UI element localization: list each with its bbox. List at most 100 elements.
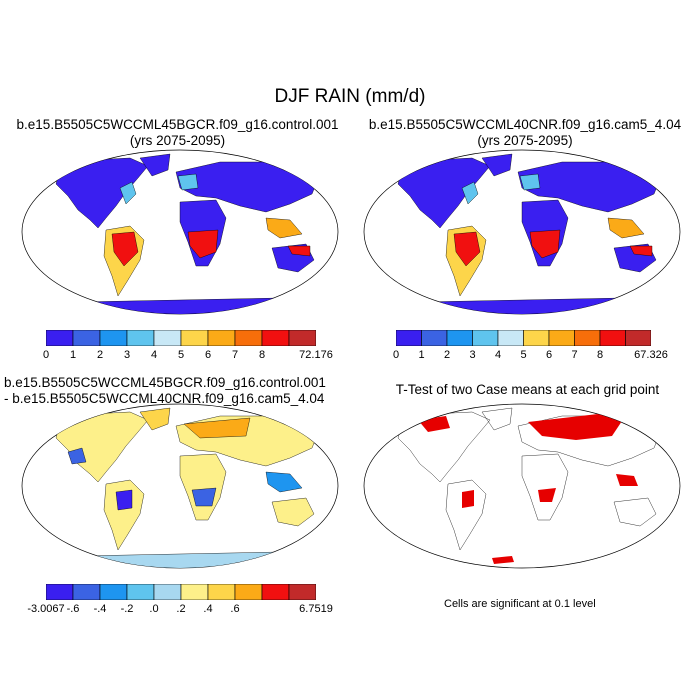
coastline-australia	[613, 497, 657, 527]
colorbar-swatch	[99, 329, 128, 347]
colorbar-difference	[45, 583, 317, 605]
colorbar-case2-swatches	[395, 329, 652, 347]
colorbar-swatch	[288, 583, 317, 601]
colorbar-swatch	[72, 329, 101, 347]
colorbar-swatch	[472, 329, 499, 347]
colorbar-tick-label: 0	[42, 349, 50, 361]
coastline-africa	[521, 453, 569, 521]
region-central-africa	[187, 229, 219, 259]
panel-4-title: T-Test of two Case means at each grid po…	[355, 382, 700, 398]
colorbar-swatch	[180, 329, 209, 347]
colorbar-swatch	[421, 329, 448, 347]
colorbar-swatch	[153, 583, 182, 601]
region-east-us	[119, 181, 137, 205]
colorbar-case1	[45, 329, 317, 351]
colorbar-tick-label: .2	[176, 603, 186, 615]
region-europe	[519, 173, 541, 191]
colorbar-swatch	[599, 329, 626, 347]
panel-1-title-line-2: (yrs 2075-2095)	[129, 133, 226, 148]
colorbar-swatch	[153, 329, 182, 347]
colorbar-tick-label: 4	[150, 349, 158, 361]
colorbar-tick-label: 3	[469, 349, 476, 361]
colorbar-tick-label: 1	[69, 349, 77, 361]
map-case1	[21, 149, 339, 315]
region-maritime-continent	[607, 217, 645, 239]
panel-3-title-line-1: b.e15.B5505C5WCCML45BGCR.f09_g16.control…	[4, 375, 326, 390]
map-difference	[21, 403, 339, 569]
colorbar-tick-label: 2	[96, 349, 104, 361]
panel-2-title: b.e15.B5505C5WCCML40CNR.f09_g16.cam5_4.0…	[350, 117, 700, 149]
colorbar-swatch	[99, 583, 128, 601]
map-ttest	[363, 403, 681, 569]
colorbar-case1-swatches	[45, 329, 317, 347]
colorbar-swatch	[207, 329, 236, 347]
colorbar-swatch	[261, 329, 290, 347]
region-maritime-continent	[265, 471, 303, 493]
colorbar-swatch	[497, 329, 524, 347]
colorbar-swatch	[126, 329, 155, 347]
coastline-south-america	[445, 479, 487, 551]
region-europe	[177, 173, 199, 191]
colorbar-tick-label: 3	[123, 349, 131, 361]
region-central-africa	[191, 487, 217, 507]
colorbar-swatch	[261, 583, 290, 601]
region-maritime-continent	[265, 217, 303, 239]
panel-3-title-line-2: - b.e15.B5505C5WCCML40CNR.f09_g16.cam5_4…	[4, 391, 325, 406]
landmass-south-america	[103, 479, 145, 551]
region-east-us	[461, 181, 479, 205]
region-amazon	[111, 231, 139, 267]
figure-title: DJF RAIN (mm/d)	[274, 86, 426, 107]
colorbar-tick-label: 67.326	[634, 349, 668, 361]
colorbar-swatch	[72, 583, 101, 601]
colorbar-tick-label: 6	[204, 349, 212, 361]
colorbar-tick-label: 8	[596, 349, 604, 361]
region-central-africa	[529, 229, 561, 259]
landmass-greenland	[139, 153, 171, 177]
map-case2	[363, 149, 681, 315]
colorbar-tick-label: 5	[177, 349, 185, 361]
ttest-note: Cells are significant at 0.1 level	[444, 598, 596, 610]
panel-4-title-line-1: T-Test of two Case means at each grid po…	[395, 382, 660, 397]
colorbar-swatch	[523, 329, 550, 347]
panel-1-title: b.e15.B5505C5WCCML45BGCR.f09_g16.control…	[0, 117, 355, 149]
landmass-antarctica	[49, 551, 311, 568]
colorbar-swatch	[446, 329, 473, 347]
panel-1-title-line-1: b.e15.B5505C5WCCML45BGCR.f09_g16.control…	[16, 117, 339, 132]
colorbar-tick-label: 6.7519	[299, 603, 333, 615]
landmass-north-america	[55, 157, 149, 229]
significant-cells-africa	[538, 488, 556, 502]
colorbar-swatch	[207, 583, 236, 601]
colorbar-tick-label: 1	[418, 349, 425, 361]
significant-cells-maritime-continent	[616, 474, 638, 486]
significant-cells-amazon	[462, 490, 474, 508]
colorbar-tick-label: 7	[571, 349, 578, 361]
panel-2-title-line-1: b.e15.B5505C5WCCML40CNR.f09_g16.cam5_4.0…	[368, 117, 682, 132]
colorbar-swatch	[395, 329, 422, 347]
colorbar-swatch	[574, 329, 601, 347]
colorbar-swatch	[234, 583, 263, 601]
landmass-australia	[271, 497, 315, 527]
region-north-australia	[629, 245, 653, 257]
region-north-australia	[287, 245, 311, 257]
colorbar-swatch	[45, 329, 74, 347]
colorbar-swatch	[45, 583, 74, 601]
colorbar-difference-swatches	[45, 583, 317, 601]
landmass-antarctica	[49, 297, 311, 314]
coastline-greenland	[481, 407, 513, 431]
region-north-eurasia	[183, 417, 251, 439]
landmass-africa	[179, 453, 227, 521]
colorbar-swatch	[548, 329, 575, 347]
landmass-greenland	[139, 407, 171, 431]
colorbar-tick-label: 6	[545, 349, 553, 361]
colorbar-swatch	[126, 583, 155, 601]
colorbar-tick-label: 2	[443, 349, 451, 361]
significant-cells-north-eurasia	[528, 414, 624, 440]
colorbar-tick-label: -.2	[120, 603, 134, 615]
colorbar-tick-label: .4	[203, 603, 213, 615]
colorbar-tick-label: .0	[149, 603, 159, 615]
map-globe-outline	[363, 403, 681, 569]
colorbar-swatch	[625, 329, 652, 347]
region-amazon	[115, 489, 133, 511]
landmass-north-america	[397, 157, 491, 229]
colorbar-case2	[395, 329, 652, 351]
